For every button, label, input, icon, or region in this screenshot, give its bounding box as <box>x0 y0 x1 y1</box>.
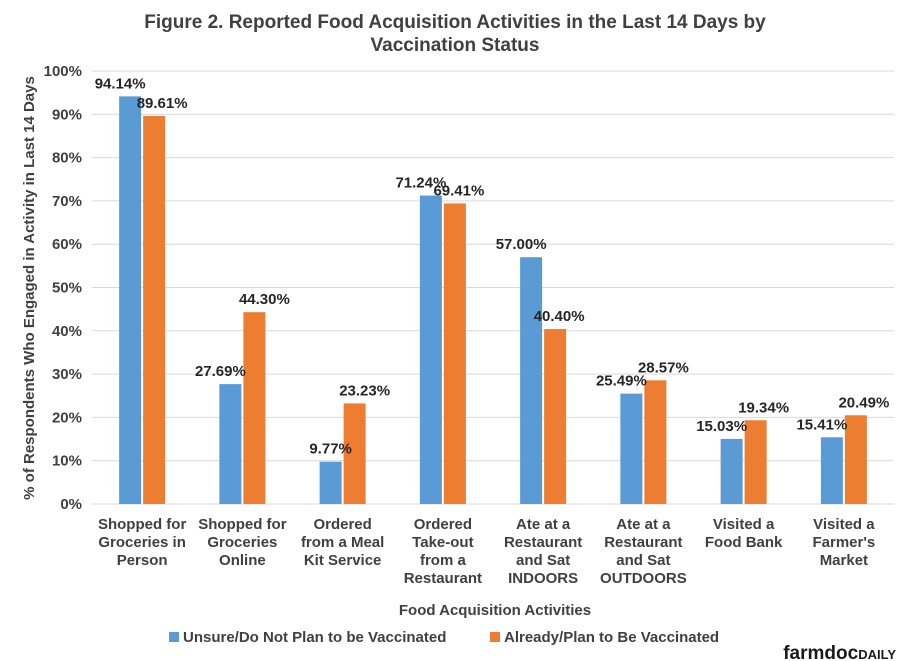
x-category-label: Ordered from a Meal Kit Service <box>301 516 384 569</box>
y-tick-label: 60% <box>52 236 82 253</box>
data-label-vaccinated: 19.34% <box>738 399 789 416</box>
y-axis-title: % of Respondents Who Engaged in Activity… <box>21 76 38 500</box>
bar-unvaccinated <box>520 257 543 504</box>
y-axis-ticks: 0% 10% 20% 30% 40% 50% 60% 70% 80% 90% 100% <box>44 63 82 513</box>
x-category-label: Visited a Food Bank <box>705 516 783 551</box>
data-label-vaccinated: 44.30% <box>239 291 290 308</box>
svg-text:farmdocDAILY: farmdocDAILY <box>783 643 896 661</box>
y-tick-label: 50% <box>52 280 82 297</box>
bar-unvaccinated <box>720 438 743 504</box>
x-category-label: Ordered Take-out from a Restaurant <box>404 516 482 587</box>
x-category-label: Ate at a Restaurant and Sat OUTDOORS <box>600 516 687 587</box>
data-label-vaccinated: 69.41% <box>433 182 484 199</box>
bar-vaccinated <box>243 312 266 504</box>
bar-unvaccinated <box>219 384 242 504</box>
bar-unvaccinated <box>119 96 142 504</box>
data-label-unvaccinated: 71.24% <box>395 175 446 192</box>
data-label-unvaccinated: 15.03% <box>696 418 747 435</box>
bar-unvaccinated <box>820 437 843 504</box>
bar-vaccinated <box>844 415 867 504</box>
y-tick-label: 70% <box>52 193 82 210</box>
chart-title-line2: Vaccination Status <box>371 35 540 56</box>
x-category-label: Ate at a Restaurant and Sat INDOORS <box>504 516 582 587</box>
chart-title-line1: Figure 2. Reported Food Acquisition Acti… <box>144 12 766 33</box>
x-category-label: Shopped for Groceries in Person <box>98 516 186 569</box>
y-tick-label: 30% <box>52 366 82 383</box>
data-label-unvaccinated: 25.49% <box>596 373 647 390</box>
data-label-unvaccinated: 57.00% <box>496 236 547 253</box>
bar-vaccinated <box>343 403 366 504</box>
y-tick-label: 0% <box>60 496 82 513</box>
y-tick-label: 20% <box>52 409 82 426</box>
data-labels: 94.14% 89.61% 27.69% 44.30% 9.77% 23.23% 71.24… <box>95 75 890 457</box>
data-label-unvaccinated: 9.77% <box>309 441 352 458</box>
bar-vaccinated <box>644 380 667 504</box>
bar-vaccinated <box>744 420 767 504</box>
logo-text-daily: DAILY <box>858 647 896 661</box>
data-label-vaccinated: 40.40% <box>534 308 585 325</box>
legend-label-vaccinated: Already/Plan to Be Vaccinated <box>504 629 719 646</box>
legend-swatch-vaccinated <box>490 632 500 642</box>
bar-vaccinated <box>544 329 567 504</box>
logo-text-farmdoc: farmdoc <box>783 643 858 661</box>
bar-vaccinated <box>143 115 166 504</box>
data-label-vaccinated: 20.49% <box>838 394 889 411</box>
y-tick-label: 90% <box>52 106 82 123</box>
y-tick-label: 100% <box>44 63 82 80</box>
y-tick-label: 10% <box>52 453 82 470</box>
farmdoc-daily-logo: farmdocDAILY <box>783 643 896 661</box>
bar-vaccinated <box>443 203 466 504</box>
legend-label-unvaccinated: Unsure/Do Not Plan to be Vaccinated <box>183 629 446 646</box>
x-axis-title: Food Acquisition Activities <box>399 602 591 619</box>
y-tick-label: 40% <box>52 323 82 340</box>
x-category-label: Shopped for Groceries Online <box>198 516 286 569</box>
x-category-label: Visited a Farmer's Market <box>812 516 875 569</box>
bars <box>119 96 867 504</box>
legend-swatch-unvaccinated <box>169 632 179 642</box>
y-tick-label: 80% <box>52 150 82 167</box>
data-label-vaccinated: 28.57% <box>638 359 689 376</box>
bar-unvaccinated <box>319 461 342 504</box>
legend: Unsure/Do Not Plan to be Vaccinated Alre… <box>169 629 719 646</box>
data-label-unvaccinated: 27.69% <box>195 363 246 380</box>
bar-unvaccinated <box>620 393 643 504</box>
data-label-unvaccinated: 15.41% <box>796 416 847 433</box>
bar-unvaccinated <box>419 195 442 504</box>
data-label-unvaccinated: 94.14% <box>95 75 146 92</box>
data-label-vaccinated: 23.23% <box>339 382 390 399</box>
gridlines <box>92 70 894 505</box>
data-label-vaccinated: 89.61% <box>137 95 188 112</box>
